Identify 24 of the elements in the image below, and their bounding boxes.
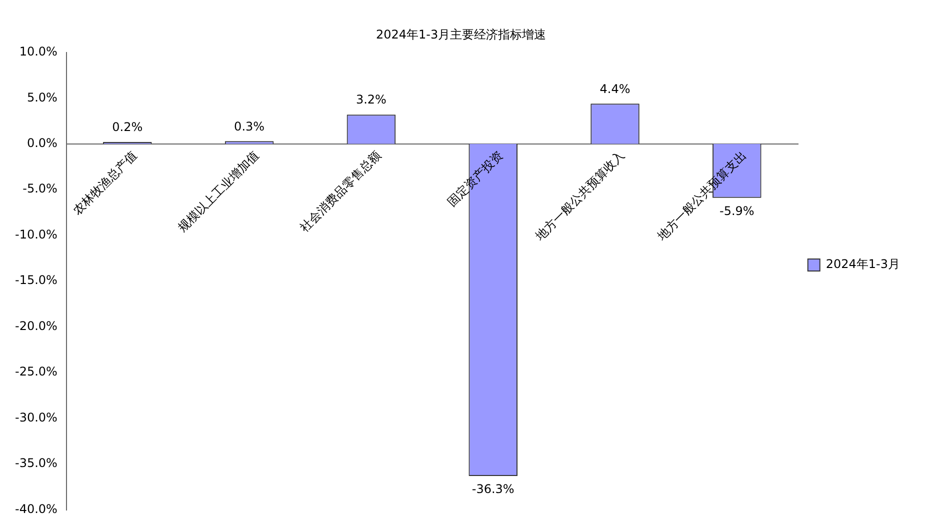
y-tick-label: 5.0% [26,90,58,104]
y-tick-label: -15.0% [15,273,58,288]
y-tick-label: -25.0% [15,364,58,379]
y-tick-label: -30.0% [15,410,58,424]
y-tick-label: -10.0% [15,227,58,242]
chart-title: 2024年1-3月主要经济指标增速 [376,27,546,42]
x-tick-label: 社会消费品零售总额 [297,148,384,235]
x-tick-label: 规模以上工业增加值 [175,148,262,235]
data-label: 0.2% [112,120,143,134]
y-tick-label: -20.0% [15,318,58,333]
data-label: -5.9% [719,204,754,218]
x-tick-label: 农林牧渔总产值 [70,148,140,218]
data-label: 3.2% [356,92,386,107]
legend-label: 2024年1-3月 [826,257,900,272]
y-tick-label: -40.0% [15,502,58,516]
y-tick-label: 0.0% [26,136,58,150]
y-tick-label: -5.0% [22,182,58,196]
y-tick-label: 10.0% [19,44,58,59]
data-label: 0.3% [234,119,265,134]
x-tick-label: 固定资产投资 [444,148,506,210]
y-tick-label: -35.0% [15,456,58,470]
data-label: 4.4% [600,82,630,96]
data-label: -36.3% [472,482,514,496]
x-tick-label: 地方一般公共预算收入 [532,148,628,244]
